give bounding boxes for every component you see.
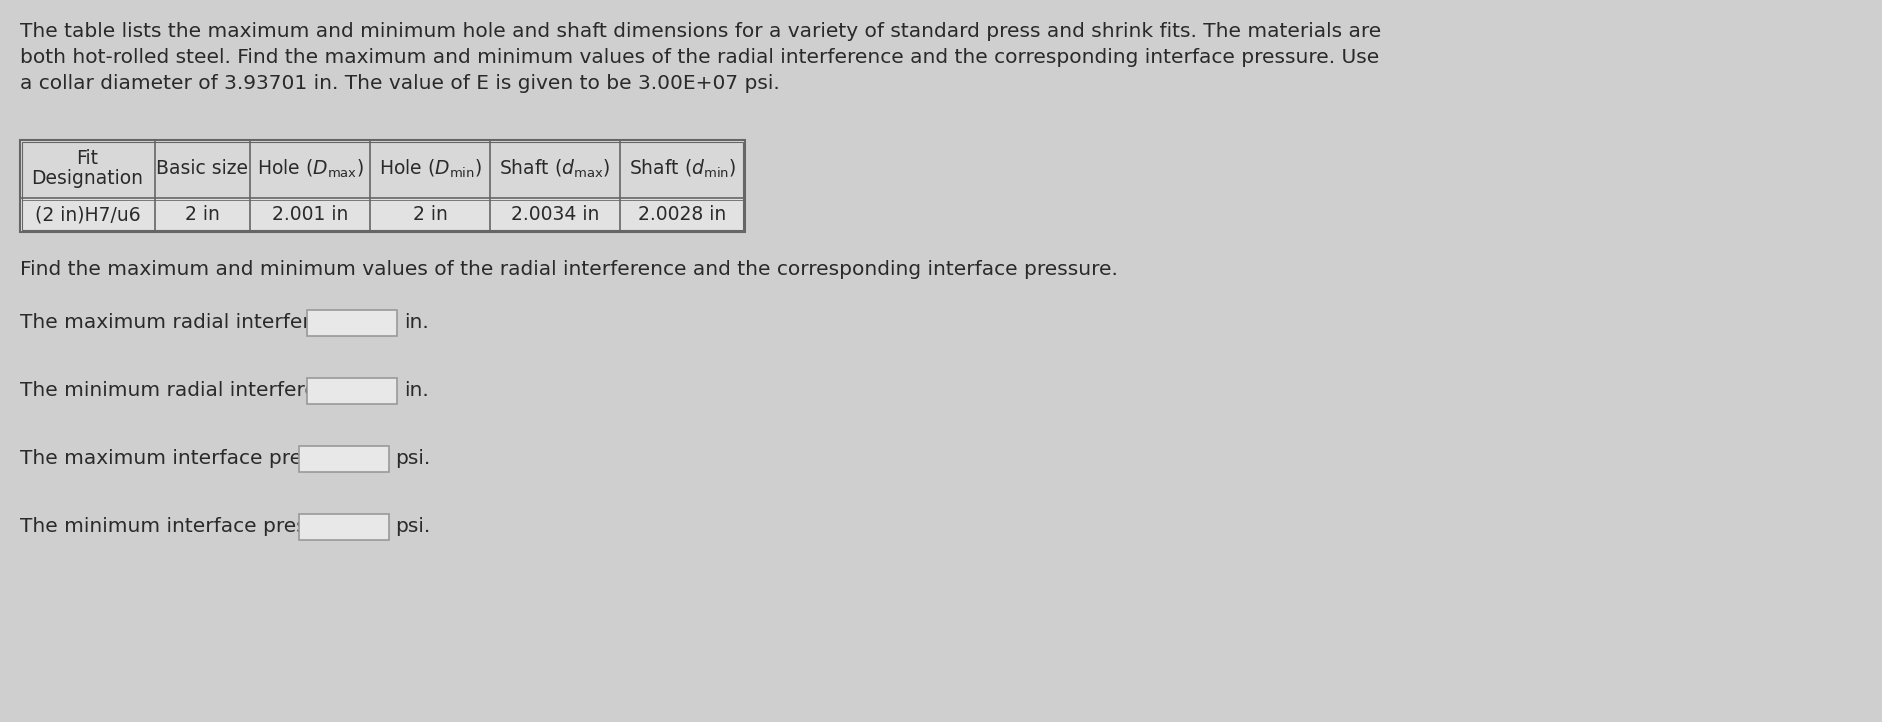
Bar (21, 140, 745, 232)
Text: The maximum radial interference is: The maximum radial interference is (21, 313, 382, 333)
Text: The minimum interface pressure is: The minimum interface pressure is (21, 518, 373, 536)
Text: Find the maximum and minimum values of the radial interference and the correspon: Find the maximum and minimum values of t… (21, 260, 1118, 279)
Bar (21, 140, 745, 232)
Text: 2 in: 2 in (184, 206, 220, 225)
Text: Fit: Fit (77, 149, 98, 168)
Bar (307, 378, 397, 404)
Text: both hot-rolled steel. Find the maximum and minimum values of the radial interfe: both hot-rolled steel. Find the maximum … (21, 48, 1380, 67)
Text: 2.0028 in: 2.0028 in (638, 206, 726, 225)
Bar (307, 310, 397, 336)
Bar (299, 514, 388, 540)
Bar (23, 142, 743, 230)
Text: Basic size: Basic size (156, 160, 248, 178)
Text: 2.001 in: 2.001 in (271, 206, 348, 225)
Bar (299, 446, 388, 472)
Bar (21, 198, 745, 232)
Text: psi.: psi. (395, 518, 431, 536)
Text: 2 in: 2 in (412, 206, 448, 225)
Text: Shaft ($d_{\mathrm{max}}$): Shaft ($d_{\mathrm{max}}$) (499, 158, 610, 180)
Text: Hole ($D_{\mathrm{min}}$): Hole ($D_{\mathrm{min}}$) (378, 158, 482, 180)
Text: (2 in)H7/u6: (2 in)H7/u6 (34, 206, 141, 225)
Text: The table lists the maximum and minimum hole and shaft dimensions for a variety : The table lists the maximum and minimum … (21, 22, 1381, 41)
Text: in.: in. (405, 313, 429, 333)
Text: The maximum interface pressure is: The maximum interface pressure is (21, 450, 378, 469)
Text: 2.0034 in: 2.0034 in (510, 206, 598, 225)
Text: in.: in. (405, 381, 429, 401)
Text: The minimum radial interference is: The minimum radial interference is (21, 381, 376, 401)
Text: a collar diameter of 3.93701 in. The value of E is given to be 3.00E+07 psi.: a collar diameter of 3.93701 in. The val… (21, 74, 779, 93)
Text: Hole ($D_{\mathrm{max}}$): Hole ($D_{\mathrm{max}}$) (256, 158, 363, 180)
Text: Shaft ($d_{\mathrm{min}}$): Shaft ($d_{\mathrm{min}}$) (629, 158, 736, 180)
Text: psi.: psi. (395, 450, 431, 469)
Text: Designation: Designation (32, 170, 143, 188)
